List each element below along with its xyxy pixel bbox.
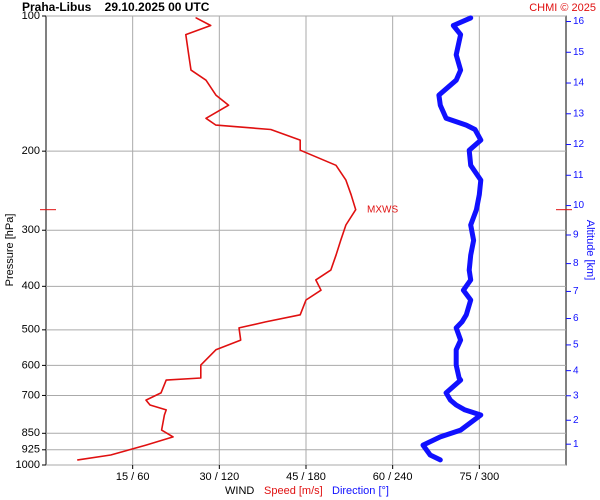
x-tick-label: 30 / 120	[199, 471, 239, 483]
x-tick-label: 75 / 300	[459, 471, 499, 483]
y2-tick-label: 2	[573, 415, 579, 426]
y2-tick-label: 8	[573, 258, 579, 269]
y-tick-label: 1000	[16, 459, 40, 471]
y-tick-label: 850	[22, 427, 40, 439]
y2-tick-label: 7	[573, 286, 579, 297]
y2-tick-label: 6	[573, 313, 579, 324]
y-tick-label: 100	[22, 10, 40, 22]
x-tick-label: 60 / 240	[373, 471, 413, 483]
mxws-label: MXWS	[367, 204, 398, 215]
x-tick-label: 15 / 60	[116, 471, 150, 483]
y-tick-label: 700	[22, 389, 40, 401]
y2-tick-label: 10	[573, 200, 585, 211]
direction-line	[420, 15, 484, 463]
y2-tick-label: 12	[573, 139, 585, 150]
y2-tick-label: 15	[573, 47, 585, 58]
y2-axis-label: Altitude [km]	[584, 220, 596, 281]
y2-tick-label: 11	[573, 170, 584, 181]
legend-direction: Direction [°]	[332, 485, 389, 497]
y2-tick-label: 16	[573, 16, 585, 27]
credit: CHMI © 2025	[529, 2, 596, 14]
y2-tick-label: 1	[573, 439, 579, 450]
y-tick-label: 500	[22, 324, 40, 336]
y2-tick-label: 9	[573, 230, 579, 241]
x-axis-label: WIND	[225, 485, 254, 497]
y2-tick-label: 13	[573, 108, 585, 119]
y2-tick-label: 4	[573, 365, 579, 376]
y2-tick-label: 5	[573, 340, 579, 351]
y2-tick-label: 14	[573, 78, 585, 89]
y2-tick-label: 3	[573, 390, 579, 401]
y-tick-label: 600	[22, 359, 40, 371]
y-tick-label: 300	[22, 224, 40, 236]
y-tick-label: 400	[22, 280, 40, 292]
x-tick-label: 45 / 180	[286, 471, 326, 483]
speed-line	[77, 17, 357, 461]
y-axis-label: Pressure [hPa]	[4, 214, 16, 287]
chart-title: Praha-Libus 29.10.2025 00 UTC	[22, 0, 210, 14]
y-tick-label: 200	[22, 145, 40, 157]
legend-speed: Speed [m/s]	[264, 485, 323, 497]
y-tick-label: 925	[22, 444, 40, 456]
